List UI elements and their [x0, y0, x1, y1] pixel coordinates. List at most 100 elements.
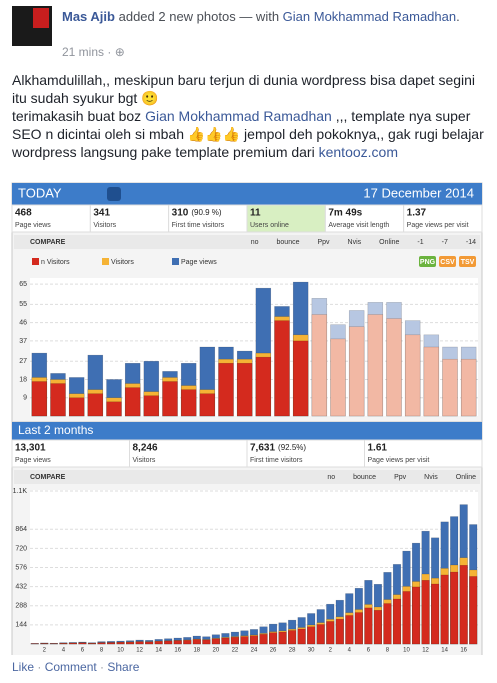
- link[interactable]: kentooz.com: [318, 144, 398, 160]
- compare-button[interactable]: bounce: [277, 239, 300, 246]
- stat-cell: [11, 204, 91, 233]
- compare-button[interactable]: Ppv: [394, 474, 407, 481]
- compare-button[interactable]: Online: [456, 474, 476, 481]
- stat-value: 1.37: [407, 208, 427, 219]
- x-tick-label: 6: [367, 648, 371, 654]
- tagged[interactable]: Gian Mokhammad Ramadhan: [282, 9, 457, 24]
- compare-button[interactable]: Online: [379, 239, 399, 246]
- bar: [386, 318, 402, 417]
- text: Alkhamdulillah,, meskipun baru terjun di…: [12, 72, 476, 106]
- stat-cell: [246, 439, 365, 468]
- action: added 2 new photos — with: [118, 9, 280, 24]
- export-button[interactable]: [459, 256, 476, 267]
- bar: [297, 628, 306, 645]
- bar: [173, 640, 182, 645]
- action-link[interactable]: Share: [107, 660, 140, 674]
- compare-button[interactable]: no: [251, 239, 259, 246]
- stat-value: 13,301: [15, 443, 46, 454]
- bar: [383, 603, 392, 645]
- bar: [404, 334, 421, 417]
- bar: [59, 643, 68, 645]
- text: terimakasih buat boz: [12, 108, 146, 124]
- chart-title: Last 2 months: [18, 423, 93, 437]
- y-tick-label: 720: [15, 545, 27, 552]
- bar: [460, 358, 477, 417]
- bar: [87, 643, 97, 645]
- compare-button[interactable]: Nvis: [424, 474, 438, 481]
- stat-extra: (92.5%): [278, 443, 306, 452]
- compare-button[interactable]: bounce: [353, 474, 376, 481]
- bar: [335, 618, 344, 645]
- stat-value: 468: [15, 208, 32, 219]
- compare-button[interactable]: -14: [466, 239, 476, 246]
- bar: [450, 571, 459, 645]
- x-tick-label: 6: [81, 648, 85, 654]
- bar: [106, 401, 122, 417]
- bar: [330, 338, 346, 417]
- stat-label: Page views per visit: [407, 222, 469, 229]
- bar: [278, 631, 287, 645]
- compare-button[interactable]: -1: [417, 239, 423, 246]
- x-tick-label: 14: [441, 648, 448, 654]
- stat-value: 310: [172, 208, 189, 219]
- bar: [87, 393, 104, 417]
- bar: [180, 389, 197, 417]
- action-link[interactable]: Like: [12, 660, 35, 674]
- action-link[interactable]: Comment: [44, 660, 97, 674]
- x-tick-label: 16: [460, 648, 467, 654]
- bar: [316, 624, 325, 645]
- export-button[interactable]: [439, 256, 456, 267]
- bar: [68, 397, 85, 417]
- bar: [259, 634, 268, 645]
- bar: [31, 381, 48, 417]
- author[interactable]: Mas Ajib: [62, 9, 115, 24]
- bar: [218, 362, 234, 417]
- compare-button[interactable]: -7: [442, 239, 448, 246]
- bar: [236, 362, 253, 417]
- stat-cell: [246, 204, 326, 233]
- bar: [249, 635, 259, 645]
- bar: [326, 621, 335, 645]
- bar: [411, 586, 421, 645]
- y-tick-label: 576: [15, 564, 27, 571]
- legend-swatch: [102, 258, 109, 265]
- compare-label: COMPARE: [30, 474, 66, 481]
- link[interactable]: Gian Mokhammad Ramadhan: [145, 108, 332, 124]
- stat-cell: [364, 439, 483, 468]
- y-tick-label: 432: [15, 583, 27, 590]
- bar: [459, 565, 468, 645]
- x-tick-label: 14: [155, 648, 162, 654]
- stat-extra: (90.9 %): [191, 208, 222, 217]
- compare-button[interactable]: Ppv: [317, 239, 330, 246]
- x-tick-label: 2: [329, 648, 333, 654]
- post-header: Mas Ajib added 2 new photos — with Gian …: [62, 9, 460, 24]
- export-button[interactable]: [419, 256, 436, 267]
- compare-button[interactable]: Nvis: [348, 239, 362, 246]
- bar: [345, 615, 354, 645]
- chart-header: [12, 183, 482, 205]
- bar: [97, 642, 106, 645]
- legend-swatch: [172, 258, 179, 265]
- compare-bar: [14, 470, 480, 484]
- bar: [126, 641, 135, 645]
- stat-label: Visitors: [133, 457, 156, 464]
- x-tick-label: 2: [43, 648, 47, 654]
- bar: [402, 591, 411, 645]
- bar: [307, 626, 316, 645]
- avatar[interactable]: [12, 6, 52, 46]
- time: 21 mins: [62, 45, 105, 59]
- bar: [421, 580, 430, 645]
- chart-header: [12, 422, 482, 440]
- paragraph: terimakasih buat boz Gian Mokhammad Rama…: [12, 107, 488, 161]
- plot-area: [30, 278, 478, 416]
- x-tick-label: 12: [422, 648, 429, 654]
- stat-cell: [11, 439, 130, 468]
- bar: [288, 630, 297, 645]
- bar: [440, 574, 449, 645]
- compare-button[interactable]: no: [327, 474, 335, 481]
- bar: [192, 639, 201, 645]
- timestamp[interactable]: 21 mins · ⊕: [62, 45, 125, 59]
- stat-label: Users online: [250, 222, 289, 229]
- actions: Like · Comment · Share: [12, 660, 139, 674]
